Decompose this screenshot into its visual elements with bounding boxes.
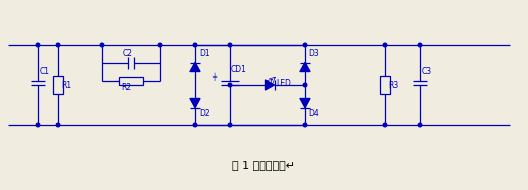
Circle shape bbox=[36, 43, 40, 47]
Circle shape bbox=[193, 123, 197, 127]
Text: R2: R2 bbox=[121, 83, 131, 93]
Circle shape bbox=[383, 123, 387, 127]
Circle shape bbox=[418, 123, 422, 127]
Circle shape bbox=[303, 43, 307, 47]
Polygon shape bbox=[300, 63, 310, 71]
Text: R3: R3 bbox=[388, 81, 398, 89]
Text: D1: D1 bbox=[199, 50, 210, 59]
Text: C3: C3 bbox=[422, 66, 432, 75]
Circle shape bbox=[193, 43, 197, 47]
Circle shape bbox=[158, 43, 162, 47]
Bar bbox=[119, 77, 143, 85]
Text: CD1: CD1 bbox=[231, 66, 247, 74]
Circle shape bbox=[418, 43, 422, 47]
Circle shape bbox=[228, 123, 232, 127]
Circle shape bbox=[56, 123, 60, 127]
Text: D3: D3 bbox=[308, 50, 319, 59]
Text: 图 1 驱动线路图↵: 图 1 驱动线路图↵ bbox=[232, 160, 296, 170]
Bar bbox=[53, 76, 63, 94]
Circle shape bbox=[36, 123, 40, 127]
Text: D4: D4 bbox=[308, 109, 319, 119]
Polygon shape bbox=[266, 80, 275, 90]
Text: D2: D2 bbox=[199, 109, 210, 119]
Text: ╪: ╪ bbox=[212, 73, 216, 81]
Circle shape bbox=[303, 83, 307, 87]
Bar bbox=[380, 76, 390, 94]
Circle shape bbox=[228, 43, 232, 47]
Polygon shape bbox=[190, 63, 200, 71]
Polygon shape bbox=[190, 98, 200, 108]
Circle shape bbox=[228, 83, 232, 87]
Polygon shape bbox=[300, 98, 310, 108]
Circle shape bbox=[303, 123, 307, 127]
Text: R1: R1 bbox=[61, 81, 71, 89]
Circle shape bbox=[383, 43, 387, 47]
Text: LED: LED bbox=[277, 79, 291, 89]
Circle shape bbox=[56, 43, 60, 47]
Text: C2: C2 bbox=[123, 48, 133, 58]
Text: C1: C1 bbox=[40, 66, 50, 75]
Circle shape bbox=[100, 43, 104, 47]
